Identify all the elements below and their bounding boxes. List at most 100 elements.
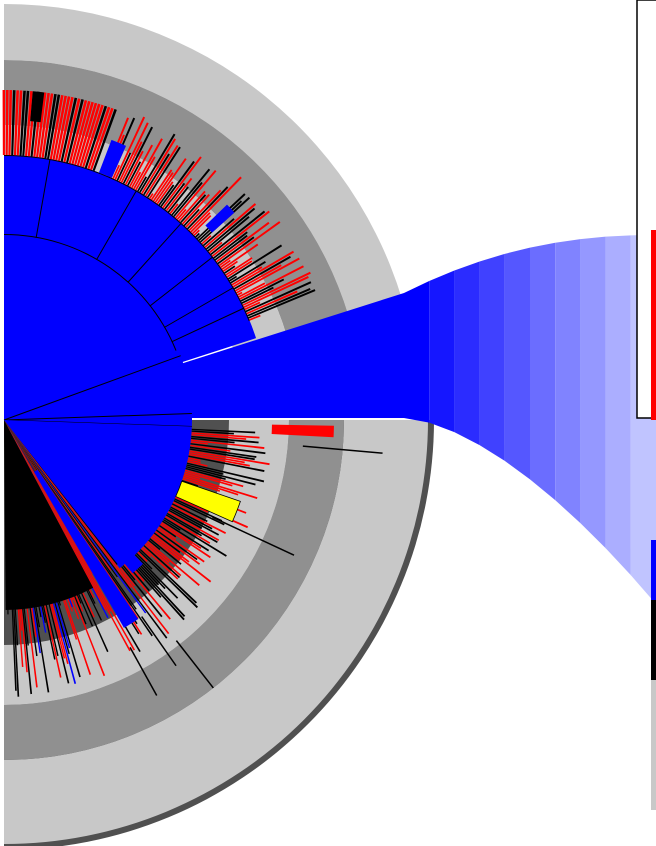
- leaf-node: [130, 557, 186, 617]
- leaf-node: [178, 190, 206, 222]
- leaf-node: [187, 457, 201, 462]
- leaf-node: [148, 539, 161, 551]
- leaf-node: [4, 420, 153, 637]
- leaf-node: [4, 420, 137, 610]
- leaf-node: [201, 235, 212, 245]
- node-divider: [129, 647, 158, 696]
- leaf-node: [172, 501, 191, 512]
- side-detail-panel[interactable]: [636, 0, 656, 810]
- leaf-node: [154, 531, 201, 565]
- leaf-node: [188, 176, 242, 231]
- leaf-node: [191, 435, 259, 444]
- funnel-strip: [605, 235, 631, 576]
- leaf-node: [210, 210, 266, 256]
- funnel-strip: [479, 253, 505, 461]
- detail-mark-blue: [651, 540, 656, 600]
- leaf-node: [4, 420, 132, 588]
- detail-mark-black: [651, 600, 656, 680]
- leaf-node: [49, 94, 64, 160]
- leaf-node: [181, 194, 210, 225]
- leaf-node: [143, 545, 181, 579]
- focus-funnel: [404, 235, 656, 604]
- leaf-node: [186, 464, 224, 475]
- leaf-node: [4, 420, 168, 639]
- leaf-node: [4, 420, 147, 614]
- leaf-node: [4, 420, 139, 619]
- leaf-node: [222, 260, 238, 272]
- leaf-node: [239, 265, 304, 300]
- leaf-node: [166, 512, 218, 543]
- leaf-node: [202, 218, 235, 247]
- leaf-node: [138, 550, 199, 609]
- node-divider: [212, 516, 295, 556]
- leaf-node: [150, 169, 173, 201]
- leaf-node: [208, 241, 223, 254]
- leaf-node: [159, 525, 177, 538]
- leaf-node: [160, 523, 211, 559]
- leaf-node: [121, 566, 163, 618]
- leaf-node: [137, 551, 148, 562]
- leaf-node: [173, 181, 203, 217]
- leaf-node: [244, 301, 261, 311]
- leaf-node: [82, 104, 104, 168]
- leaf-node: [188, 453, 250, 467]
- leaf-node: [241, 286, 274, 304]
- funnel-strip: [454, 261, 480, 446]
- leaf-node: [154, 158, 187, 203]
- leaf-node: [63, 98, 81, 163]
- leaf-node: [231, 266, 263, 286]
- leaf-node: [120, 141, 143, 183]
- leaf-node: [160, 160, 195, 207]
- node-divider: [149, 256, 214, 307]
- leaf-node: [271, 424, 334, 438]
- leaf-node: [4, 420, 112, 571]
- leaf-node: [163, 519, 181, 531]
- leaf-node: [224, 265, 236, 274]
- leaf-node: [221, 243, 259, 270]
- leaf-node: [114, 116, 146, 180]
- leaf-node: [143, 153, 170, 196]
- leaf-node: [129, 559, 185, 621]
- leaf-fans[interactable]: [2, 90, 383, 697]
- node-divider: [141, 616, 177, 667]
- leaf-node: [41, 93, 54, 158]
- leaf-node: [187, 460, 208, 467]
- leaf-node: [36, 92, 47, 158]
- leaf-node: [183, 473, 201, 480]
- leaf-node: [190, 443, 266, 455]
- focus-hierarchy[interactable]: [3, 154, 404, 569]
- leaf-node: [74, 101, 94, 166]
- leaf-node: [190, 444, 231, 452]
- leaf-node: [174, 498, 223, 522]
- leaf-node: [25, 91, 33, 157]
- leaf-node: [249, 314, 261, 321]
- leaf-node: [191, 432, 260, 439]
- leaf-node: [13, 90, 19, 156]
- leaf-node: [87, 106, 111, 170]
- focus-leaf: [98, 139, 127, 178]
- leaf-node: [68, 100, 88, 164]
- leaf-node: [162, 520, 210, 552]
- leaf-node: [145, 144, 179, 197]
- leaf-node: [145, 542, 170, 564]
- leaf-node: [112, 164, 120, 179]
- leaf-node: [122, 126, 154, 184]
- leaf-node: [174, 169, 217, 219]
- leaf-node: [167, 511, 220, 542]
- leaf-node: [153, 532, 181, 553]
- leaf-node: [71, 100, 91, 165]
- leaf-node: [207, 215, 250, 252]
- leaf-node: [165, 177, 193, 212]
- leaf-node: [243, 275, 309, 309]
- leaf-node: [38, 92, 50, 158]
- leaf-node: [139, 133, 176, 193]
- detail-mark-grey: [651, 680, 656, 810]
- focus-leaf: [34, 469, 139, 628]
- leaf-node: [184, 471, 233, 487]
- leaf-node: [205, 207, 256, 250]
- leaf-node: [136, 552, 153, 570]
- leaf-node: [238, 282, 266, 298]
- funnel-strip: [555, 239, 581, 524]
- leaf-node: [126, 161, 142, 187]
